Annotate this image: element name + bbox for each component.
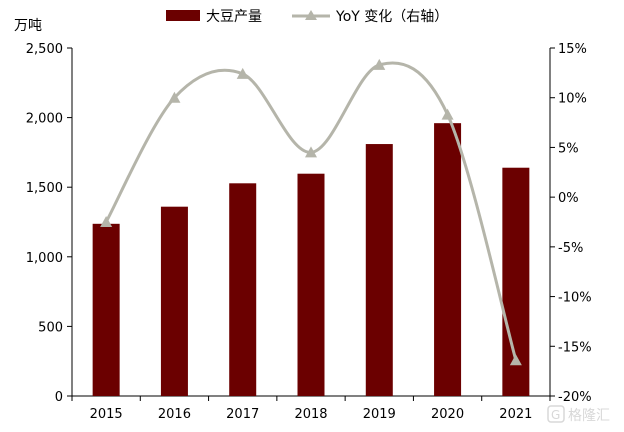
bar xyxy=(434,123,462,396)
x-tick-label: 2019 xyxy=(363,407,396,422)
yoy-marker xyxy=(373,58,386,70)
bar xyxy=(365,144,393,396)
bar xyxy=(229,183,257,396)
x-tick-label: 2020 xyxy=(431,407,464,422)
right-tick-label: 10% xyxy=(558,92,587,107)
yoy-marker xyxy=(100,216,113,227)
yoy-marker xyxy=(305,146,317,158)
left-tick-label: 1,000 xyxy=(26,251,63,266)
right-tick-label: -10% xyxy=(558,291,592,306)
x-tick-label: 2021 xyxy=(499,407,532,422)
g-logo-icon xyxy=(547,405,565,423)
right-tick-label: 15% xyxy=(558,42,587,57)
x-tick-label: 2015 xyxy=(90,407,123,422)
left-tick-label: 2,000 xyxy=(26,112,63,127)
watermark: G 格隆汇 xyxy=(547,405,610,424)
legend-bar-label: 大豆产量 xyxy=(206,9,262,25)
line-series xyxy=(100,58,522,366)
bar xyxy=(92,223,120,396)
right-tick-label: 0% xyxy=(558,191,579,206)
right-tick-label: 5% xyxy=(558,141,579,156)
yoy-marker xyxy=(236,67,249,79)
left-tick-label: 0 xyxy=(55,390,63,405)
legend-bar-swatch xyxy=(166,10,200,21)
right-tick-label: -5% xyxy=(558,241,583,256)
x-tick-label: 2018 xyxy=(294,407,327,422)
left-axis-ticks: 0 500 1,000 1,500 2,000 2,500 xyxy=(26,42,72,405)
left-tick-label: 500 xyxy=(38,320,63,335)
left-tick-label: 2,500 xyxy=(26,42,63,57)
yoy-marker xyxy=(509,354,522,366)
legend-line-label: YoY 变化（右轴） xyxy=(335,9,448,25)
legend: 大豆产量 YoY 变化（右轴） xyxy=(166,9,448,25)
bar xyxy=(297,173,325,396)
legend-line-marker xyxy=(305,10,317,20)
yoy-marker xyxy=(168,91,181,103)
yoy-marker xyxy=(441,108,454,120)
bar xyxy=(160,206,188,396)
left-axis-unit: 万吨 xyxy=(14,18,42,34)
x-tick-label: 2016 xyxy=(158,407,191,422)
x-tick-label: 2017 xyxy=(226,407,259,422)
left-tick-label: 1,500 xyxy=(26,181,63,196)
x-axis-labels: 2015 2016 2017 2018 2019 2020 2021 xyxy=(71,396,551,422)
right-tick-label: -20% xyxy=(558,390,592,405)
right-tick-label: -15% xyxy=(558,340,592,355)
watermark-text: 格隆汇 xyxy=(568,408,610,424)
g-logo-letter: G xyxy=(551,408,560,422)
right-axis-ticks: -20% -15% -10% -5% 0% 5% 10% 15% xyxy=(550,42,592,405)
